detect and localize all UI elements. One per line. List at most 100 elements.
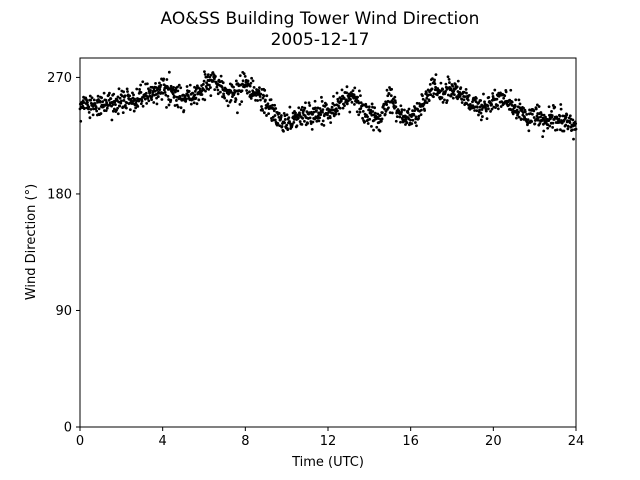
data-point bbox=[316, 116, 319, 120]
data-point bbox=[317, 119, 321, 123]
data-point bbox=[122, 99, 126, 102]
data-point bbox=[153, 89, 157, 93]
data-point bbox=[389, 94, 393, 98]
data-point bbox=[359, 94, 362, 98]
data-point bbox=[179, 106, 183, 110]
data-point bbox=[276, 121, 280, 125]
data-point bbox=[538, 122, 542, 125]
data-point bbox=[434, 85, 437, 89]
data-point bbox=[358, 110, 362, 114]
data-point bbox=[330, 105, 334, 109]
data-point bbox=[93, 102, 97, 105]
data-point bbox=[482, 92, 485, 96]
chart-title: AO&SS Building Tower Wind Direction bbox=[161, 9, 480, 29]
data-point bbox=[195, 102, 199, 106]
data-point bbox=[119, 101, 123, 105]
data-point bbox=[415, 101, 419, 105]
data-point bbox=[478, 108, 481, 112]
data-point bbox=[266, 102, 270, 106]
data-point bbox=[265, 94, 269, 98]
data-point bbox=[404, 117, 408, 121]
data-point bbox=[356, 95, 359, 99]
data-point bbox=[297, 116, 300, 120]
data-point bbox=[555, 128, 559, 132]
data-point bbox=[466, 98, 470, 102]
data-point bbox=[233, 90, 237, 94]
data-point bbox=[240, 89, 244, 93]
data-point bbox=[534, 107, 538, 111]
data-point bbox=[357, 101, 361, 105]
data-point bbox=[359, 101, 363, 105]
data-point bbox=[423, 99, 427, 103]
data-point bbox=[477, 113, 480, 117]
data-point bbox=[349, 97, 352, 101]
data-point bbox=[543, 118, 546, 121]
data-point bbox=[481, 115, 484, 118]
data-point bbox=[366, 115, 369, 119]
data-point bbox=[479, 111, 483, 115]
data-point bbox=[139, 102, 143, 106]
data-point bbox=[384, 109, 388, 113]
data-point bbox=[537, 116, 540, 120]
data-point bbox=[303, 106, 307, 110]
data-point bbox=[345, 91, 349, 95]
data-point bbox=[95, 109, 99, 113]
data-point bbox=[325, 103, 328, 106]
data-point bbox=[478, 105, 482, 109]
data-point bbox=[311, 112, 314, 116]
data-point bbox=[175, 99, 178, 102]
data-point bbox=[350, 100, 354, 104]
data-point bbox=[411, 118, 415, 122]
data-point bbox=[122, 90, 126, 94]
data-point bbox=[393, 95, 397, 99]
data-point bbox=[176, 89, 180, 93]
data-point bbox=[373, 111, 377, 115]
data-point bbox=[539, 111, 543, 114]
data-point bbox=[280, 125, 284, 128]
data-point bbox=[134, 101, 138, 105]
data-point bbox=[462, 98, 466, 102]
data-point bbox=[99, 112, 103, 115]
data-point bbox=[449, 87, 453, 91]
data-point bbox=[550, 114, 554, 117]
x-tick-label: 8 bbox=[241, 434, 249, 449]
data-point bbox=[264, 98, 267, 102]
data-point bbox=[262, 111, 266, 115]
data-point bbox=[254, 94, 258, 97]
data-point bbox=[370, 113, 374, 117]
data-point bbox=[169, 98, 173, 102]
data-point bbox=[262, 94, 266, 98]
data-point bbox=[109, 97, 113, 101]
data-point bbox=[123, 94, 127, 98]
data-point bbox=[104, 98, 108, 102]
data-point bbox=[189, 102, 193, 106]
data-point bbox=[487, 107, 490, 111]
data-point bbox=[184, 97, 188, 101]
data-point bbox=[344, 100, 347, 104]
data-point bbox=[455, 85, 459, 89]
data-point bbox=[156, 95, 160, 98]
data-point bbox=[320, 95, 323, 99]
data-point bbox=[214, 74, 217, 78]
data-point bbox=[300, 105, 304, 109]
data-point bbox=[314, 106, 317, 110]
data-point bbox=[429, 93, 433, 96]
data-point bbox=[467, 93, 471, 97]
data-point bbox=[432, 92, 436, 95]
data-point bbox=[503, 94, 507, 98]
data-point bbox=[337, 112, 341, 116]
data-point bbox=[566, 124, 570, 128]
data-point bbox=[523, 110, 527, 114]
data-point bbox=[245, 89, 249, 92]
data-point bbox=[400, 108, 404, 112]
data-point bbox=[430, 87, 434, 91]
data-point bbox=[407, 107, 411, 111]
data-point bbox=[118, 104, 122, 108]
data-point bbox=[288, 122, 292, 125]
data-point bbox=[172, 94, 176, 98]
data-point bbox=[249, 81, 253, 85]
data-point bbox=[440, 96, 444, 100]
data-point bbox=[334, 112, 338, 116]
data-point bbox=[345, 85, 349, 89]
data-point bbox=[249, 96, 253, 100]
